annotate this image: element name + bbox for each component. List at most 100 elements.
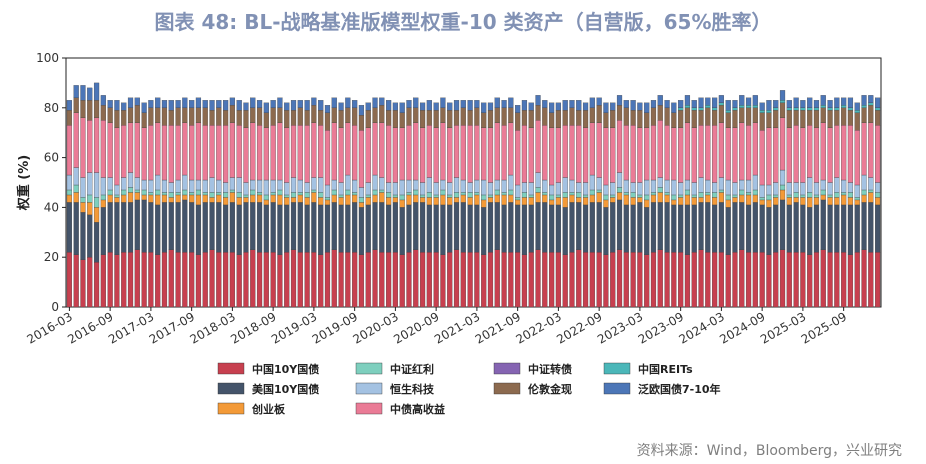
bar-segment (460, 179, 466, 193)
bar-segment (87, 172, 93, 196)
bar-segment (141, 179, 147, 191)
bar-segment (413, 107, 419, 123)
bar-segment (487, 182, 494, 196)
legend-label: 中证红利 (390, 362, 434, 376)
bar-segment (739, 249, 745, 308)
bar-segment (399, 112, 405, 128)
bar-segment (786, 204, 792, 253)
bar-segment (121, 202, 127, 253)
bar-segment (229, 189, 235, 193)
bar-segment (182, 199, 188, 253)
bar-segment (324, 112, 331, 131)
bar-segment (311, 122, 317, 178)
bar-segment (671, 199, 677, 206)
bar-segment (793, 182, 799, 193)
bar-segment (745, 105, 752, 108)
bar-segment (311, 252, 317, 308)
bar-segment (868, 252, 874, 308)
bar-segment (847, 254, 854, 308)
bar-segment (630, 252, 636, 308)
bar-segment (270, 100, 276, 108)
bar-segment (447, 204, 453, 253)
bar-segment (426, 110, 432, 126)
bar-segment (345, 204, 351, 253)
x-tick-label: 2019-03 (269, 309, 319, 346)
bar-segment (73, 97, 79, 113)
bar-segment (379, 202, 385, 253)
bar-segment (786, 194, 792, 198)
bar-segment (813, 107, 820, 111)
bar-segment (773, 204, 779, 253)
bar-segment (827, 127, 833, 183)
bar-segment (413, 249, 419, 308)
bar-segment (318, 204, 324, 255)
bar-segment (474, 194, 480, 206)
bar-segment (555, 197, 561, 206)
bar-segment (664, 202, 670, 253)
bar-segment (868, 95, 874, 103)
bar-segment (528, 127, 534, 183)
bar-segment (494, 122, 500, 181)
bar-segment (141, 102, 147, 113)
bar-segment (311, 97, 317, 106)
bar-segment (725, 194, 731, 201)
bar-segment (576, 182, 582, 193)
bar-segment (834, 252, 840, 308)
bar-segment (386, 125, 392, 183)
bar-segment (66, 189, 72, 196)
bar-segment (304, 100, 310, 111)
bar-segment (141, 189, 147, 196)
bar-segment (331, 194, 337, 203)
bar-segment (528, 102, 534, 111)
bar-segment (304, 125, 310, 183)
bar-segment (331, 249, 337, 308)
bar-segment (352, 100, 358, 108)
bar-segment (243, 110, 249, 128)
bar-segment (508, 194, 514, 203)
bar-segment (474, 100, 480, 108)
bar-segment (182, 97, 188, 108)
bar-segment (494, 249, 500, 308)
bar-segment (379, 189, 385, 193)
bar-segment (562, 110, 568, 126)
bar-segment (589, 107, 595, 123)
bar-segment (433, 102, 439, 111)
x-tick-label: 2020-03 (350, 309, 400, 346)
bar-segment (127, 192, 134, 203)
bar-segment (630, 197, 636, 206)
bar-segment (338, 127, 344, 183)
bar-segment (127, 122, 134, 173)
bar-segment (637, 182, 643, 196)
bar-segment (616, 187, 623, 193)
bar-segment (202, 252, 208, 308)
bar-segment (684, 254, 691, 308)
bar-segment (549, 199, 555, 206)
bar-segment (759, 184, 765, 198)
bar-segment (841, 125, 847, 181)
bar-segment (331, 97, 337, 108)
legend-swatch (355, 402, 383, 415)
bar-segment (433, 127, 439, 183)
bar-segment (195, 254, 202, 308)
bar-segment (752, 122, 758, 176)
bar-segment (467, 125, 473, 183)
bar-segment (773, 182, 779, 196)
bar-segment (644, 127, 650, 181)
bar-segment (440, 122, 446, 181)
bar-segment (107, 107, 113, 123)
bar-segment (589, 174, 595, 191)
bar-segment (637, 102, 643, 111)
bar-segment (800, 204, 806, 253)
bar-segment (216, 202, 222, 253)
bar-segment (168, 110, 174, 126)
bar-segment (392, 182, 398, 196)
bar-segment (195, 179, 202, 191)
bar-segment (779, 249, 786, 308)
bar-segment (256, 179, 263, 193)
bar-segment (705, 105, 711, 108)
bar-segment (630, 110, 636, 126)
bar-segment (148, 125, 154, 181)
bar-segment (250, 179, 256, 191)
bar-segment (297, 202, 303, 253)
bar-segment (358, 105, 365, 116)
